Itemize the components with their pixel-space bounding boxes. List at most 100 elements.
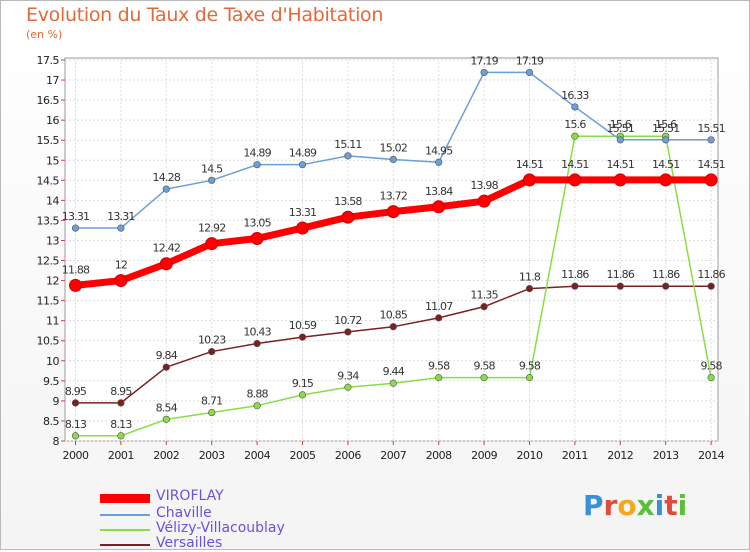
data-point — [162, 415, 170, 423]
legend-swatch — [100, 493, 150, 503]
data-label: 15.02 — [380, 141, 408, 154]
x-tick-label: 2006 — [335, 449, 361, 462]
data-label: 12 — [115, 259, 127, 272]
data-label: 15.6 — [655, 118, 677, 131]
y-tick-label: 8.5 — [43, 415, 59, 428]
data-point — [525, 285, 534, 293]
data-point — [114, 274, 128, 288]
data-point — [341, 210, 355, 224]
y-tick-label: 16.5 — [37, 94, 60, 107]
data-point — [571, 282, 579, 290]
data-point — [432, 200, 446, 214]
x-tick-label: 2005 — [290, 449, 316, 462]
data-point — [253, 402, 261, 410]
data-point — [659, 173, 673, 187]
x-tick-label: 2014 — [698, 449, 724, 462]
y-tick-label: 11 — [46, 315, 59, 328]
data-point — [298, 161, 307, 169]
data-point — [568, 173, 582, 187]
data-label: 9.34 — [337, 369, 359, 382]
data-label: 11.35 — [470, 289, 498, 302]
data-label: 14.51 — [652, 158, 680, 171]
data-label: 8.13 — [110, 418, 132, 431]
y-tick-label: 11.5 — [37, 295, 60, 308]
data-label: 13.98 — [470, 179, 498, 192]
data-point — [250, 231, 264, 245]
data-label: 9.58 — [473, 360, 495, 373]
data-point — [571, 103, 579, 111]
logo-letter: o — [617, 489, 637, 522]
data-label: 14.51 — [516, 158, 544, 171]
data-label: 13.58 — [334, 195, 362, 208]
y-tick-label: 9.5 — [43, 375, 59, 388]
x-tick-label: 2003 — [199, 449, 225, 462]
y-tick-label: 15 — [46, 154, 59, 167]
data-point — [435, 374, 443, 382]
data-label: 15.51 — [652, 122, 680, 135]
x-tick-label: 2007 — [380, 449, 406, 462]
data-point — [613, 173, 627, 187]
x-tick-label: 2011 — [562, 449, 588, 462]
data-point — [662, 282, 670, 290]
plot-area — [64, 57, 719, 442]
data-point — [253, 161, 261, 169]
data-label: 17.19 — [470, 54, 498, 67]
chart-title: Evolution du Taux de Taxe d'Habitation — [26, 4, 384, 26]
data-label: 16.33 — [561, 89, 589, 102]
data-point — [162, 363, 170, 371]
data-label: 14.51 — [561, 158, 589, 171]
data-point — [298, 391, 307, 399]
data-label: 17.19 — [516, 54, 544, 67]
data-label: 14.89 — [289, 147, 317, 160]
y-tick-label: 16 — [46, 114, 59, 127]
data-label: 9.58 — [700, 360, 722, 373]
data-point — [162, 185, 170, 193]
y-tick-label: 13.5 — [37, 214, 60, 227]
data-point — [389, 155, 397, 164]
y-tick-label: 10 — [46, 355, 59, 368]
data-point — [707, 136, 715, 144]
data-label: 11.88 — [62, 263, 90, 276]
data-label: 14.28 — [153, 171, 181, 184]
data-label: 9.15 — [292, 377, 314, 390]
data-point — [344, 152, 352, 160]
proxiti-logo: Proxiti — [583, 489, 687, 522]
data-label: 8.95 — [110, 385, 132, 398]
data-label: 15.6 — [610, 118, 632, 131]
x-tick-label: 2008 — [426, 449, 452, 462]
legend-label: Chaville — [156, 505, 212, 521]
data-point — [704, 173, 718, 187]
x-tick-label: 2013 — [653, 449, 679, 462]
data-point — [205, 237, 219, 251]
data-label: 10.72 — [334, 314, 362, 327]
data-point — [208, 347, 216, 356]
data-point — [616, 282, 624, 290]
data-point — [296, 221, 309, 235]
data-label: 9.84 — [156, 349, 178, 362]
data-label: 15.11 — [334, 138, 362, 151]
data-point — [253, 339, 261, 348]
data-label: 13.84 — [425, 185, 453, 198]
logo-letter: r — [603, 489, 618, 522]
data-label: 13.31 — [289, 206, 317, 219]
legend-swatch — [100, 544, 150, 546]
unit-label: (en %) — [26, 28, 63, 41]
data-point — [117, 224, 125, 232]
data-point — [571, 132, 579, 140]
data-label: 15.6 — [564, 118, 586, 131]
y-tick-label: 12 — [46, 275, 59, 288]
x-tick-label: 2010 — [517, 449, 543, 462]
data-label: 9.58 — [519, 360, 541, 373]
data-label: 8.71 — [201, 395, 222, 408]
data-label: 11.86 — [652, 268, 680, 281]
data-point — [298, 333, 307, 341]
data-label: 14.95 — [425, 144, 453, 157]
legend-label: Vélizy-Villacoublay — [156, 520, 285, 536]
data-point — [707, 374, 715, 382]
y-tick-label: 13 — [46, 234, 59, 247]
data-point — [344, 383, 352, 391]
data-label: 8.88 — [246, 388, 268, 401]
data-point — [435, 158, 443, 166]
data-point — [480, 68, 488, 77]
legend-label: VIROFLAY — [156, 488, 224, 504]
